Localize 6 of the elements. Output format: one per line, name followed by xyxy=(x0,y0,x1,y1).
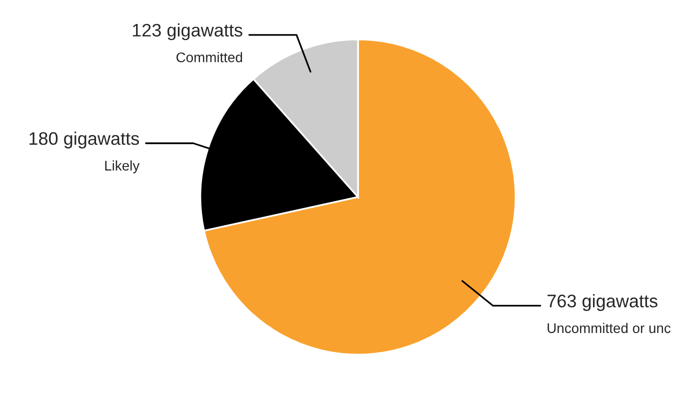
data-label: 123 gigawatts xyxy=(132,23,242,40)
slice-label: Committed xyxy=(176,52,242,62)
data-label: 180 gigawatts xyxy=(30,132,139,148)
slice-label: Uncommitted or unc xyxy=(548,322,671,334)
data-label: 763 gigawatts xyxy=(548,294,658,311)
slice-label: Likely xyxy=(105,160,140,174)
